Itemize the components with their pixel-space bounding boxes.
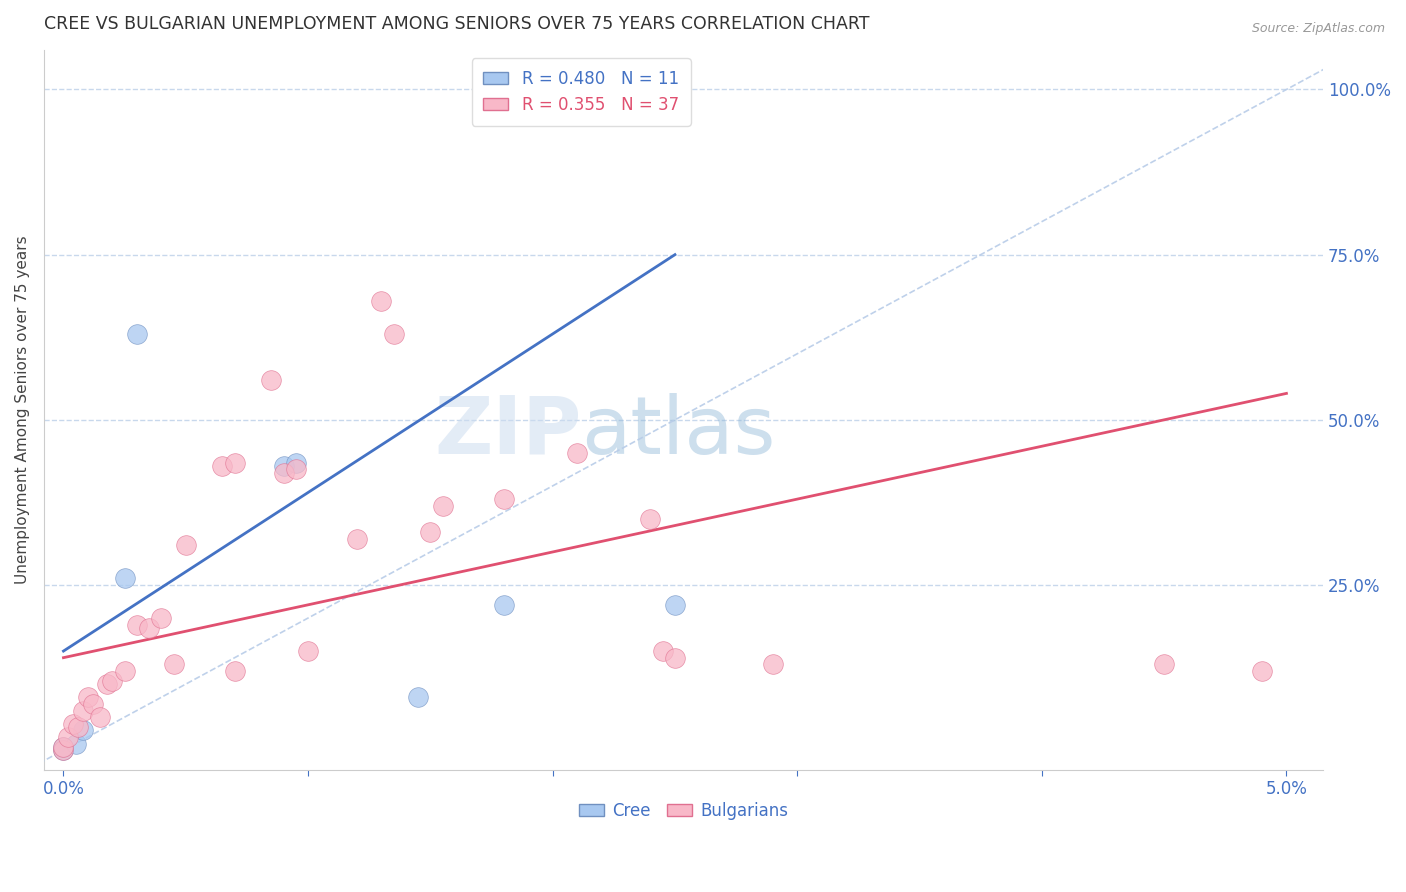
Point [114,664,136,678]
Point [52,743,75,757]
Point [651,644,673,658]
Legend: Cree, Bulgarians: Cree, Bulgarians [572,795,796,827]
Point [640,512,662,526]
Point [224,664,246,678]
Point [565,446,588,460]
Point [664,650,686,665]
Point [65,737,87,751]
Point [1153,657,1175,672]
Point [96,677,118,691]
Point [406,690,429,705]
Point [284,462,307,476]
Point [72,704,94,718]
Point [1251,664,1274,678]
Point [492,492,515,507]
Point [138,621,160,635]
Point [82,697,104,711]
Point [419,525,441,540]
Point [52,743,75,757]
Point [664,598,686,612]
Point [58,730,80,744]
Point [114,571,136,585]
Text: ZIP: ZIP [434,392,581,470]
Point [382,326,405,341]
Point [72,723,94,738]
Text: atlas: atlas [581,392,776,470]
Y-axis label: Unemployment Among Seniors over 75 years: Unemployment Among Seniors over 75 years [15,235,30,584]
Point [224,456,246,470]
Point [762,657,785,672]
Point [77,690,100,705]
Point [67,720,90,734]
Point [492,598,515,612]
Text: Source: ZipAtlas.com: Source: ZipAtlas.com [1251,22,1385,36]
Point [62,716,84,731]
Point [273,466,295,480]
Point [211,459,233,474]
Text: CREE VS BULGARIAN UNEMPLOYMENT AMONG SENIORS OVER 75 YEARS CORRELATION CHART: CREE VS BULGARIAN UNEMPLOYMENT AMONG SEN… [44,15,869,33]
Point [370,293,392,308]
Point [273,459,295,474]
Point [101,673,124,688]
Point [346,532,368,546]
Point [150,611,173,625]
Point [52,739,75,754]
Point [125,326,148,341]
Point [89,710,111,724]
Point [432,499,454,513]
Point [125,617,148,632]
Point [52,739,75,754]
Point [297,644,319,658]
Point [260,373,283,387]
Point [174,538,197,552]
Point [284,456,307,470]
Point [162,657,184,672]
